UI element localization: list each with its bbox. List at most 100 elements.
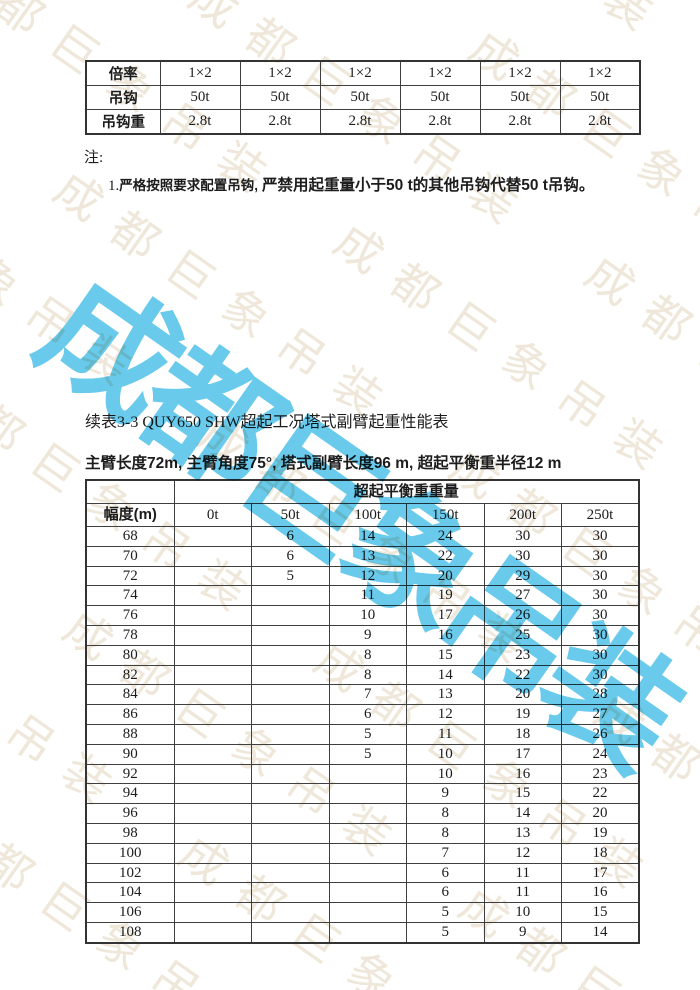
value-cell: 1×2 — [239, 60, 321, 86]
value-cell: 50t — [319, 85, 401, 110]
value-cell — [251, 664, 330, 686]
value-cell — [251, 803, 330, 824]
value-cell — [328, 902, 407, 923]
value-cell — [173, 526, 252, 547]
value-cell — [251, 684, 330, 706]
header-row-span: 超起平衡重重量 — [85, 479, 640, 504]
performance-table-row: 72 5 12 20 29 30 — [85, 565, 640, 587]
value-cell: 6 — [406, 882, 485, 904]
value-cell: 14 — [561, 921, 640, 944]
header-row-cols: 幅度(m) 0t 50t 100t 150t 200t 250t — [85, 503, 640, 527]
value-cell: 30 — [561, 565, 640, 587]
row-label-cell: 94 — [85, 783, 175, 805]
value-cell — [328, 862, 407, 884]
value-cell: 9 — [328, 624, 407, 646]
value-cell — [173, 684, 252, 706]
value-cell: 30 — [561, 526, 640, 547]
value-cell — [251, 862, 330, 884]
value-cell — [173, 664, 252, 686]
value-cell: 2.8t — [479, 109, 561, 135]
value-cell: 29 — [483, 565, 562, 587]
value-cell — [328, 783, 407, 805]
value-cell: 8 — [406, 822, 485, 844]
performance-table-row: 82 8 14 22 30 — [85, 664, 640, 686]
value-cell — [251, 921, 330, 944]
value-cell: 50t — [159, 85, 241, 110]
empty-corner-cell — [85, 479, 175, 504]
value-cell: 18 — [561, 842, 640, 864]
row-label-cell: 98 — [85, 822, 175, 844]
value-cell — [173, 783, 252, 805]
value-cell: 11 — [406, 723, 485, 745]
value-cell: 9 — [483, 921, 562, 944]
value-cell — [173, 585, 252, 607]
value-cell: 16 — [483, 763, 562, 785]
value-cell: 6 — [406, 862, 485, 884]
row-label-cell: 88 — [85, 723, 175, 745]
row-label-cell: 倍率 — [85, 60, 161, 86]
value-cell: 30 — [561, 585, 640, 607]
value-cell: 7 — [328, 684, 407, 706]
row-label-cell: 72 — [85, 565, 175, 587]
value-cell: 27 — [483, 585, 562, 607]
value-cell: 23 — [561, 763, 640, 785]
value-cell — [173, 545, 252, 567]
value-cell: 5 — [328, 723, 407, 745]
value-cell — [173, 704, 252, 725]
value-cell: 1×2 — [159, 60, 241, 86]
value-cell — [251, 882, 330, 904]
value-cell: 17 — [483, 743, 562, 765]
row-label-cell: 106 — [85, 902, 175, 923]
value-cell: 26 — [483, 605, 562, 626]
value-cell: 5 — [406, 902, 485, 923]
value-cell — [173, 565, 252, 587]
hook-table-row: 吊钩重 2.8t 2.8t 2.8t 2.8t 2.8t 2.8t — [85, 109, 641, 135]
value-cell — [251, 704, 330, 725]
counterweight-span-header: 超起平衡重重量 — [173, 479, 640, 504]
value-cell: 30 — [561, 545, 640, 567]
value-cell: 8 — [328, 644, 407, 666]
value-cell: 24 — [561, 743, 640, 765]
value-cell: 15 — [561, 902, 640, 923]
value-cell: 13 — [483, 822, 562, 844]
value-cell: 20 — [406, 565, 485, 587]
performance-table-row: 106 5 10 15 — [85, 902, 640, 923]
value-cell: 30 — [561, 664, 640, 686]
value-cell: 8 — [328, 664, 407, 686]
value-cell: 2.8t — [319, 109, 401, 135]
value-cell: 23 — [483, 644, 562, 666]
performance-table-row: 96 8 14 20 — [85, 803, 640, 824]
value-cell: 14 — [406, 664, 485, 686]
col-header-50t: 50t — [251, 503, 330, 527]
value-cell: 25 — [483, 624, 562, 646]
value-cell: 17 — [406, 605, 485, 626]
value-cell: 10 — [483, 902, 562, 923]
performance-table-row: 80 8 15 23 30 — [85, 644, 640, 666]
value-cell — [173, 624, 252, 646]
row-label-cell: 吊钩 — [85, 85, 161, 110]
value-cell: 14 — [483, 803, 562, 824]
value-cell — [251, 624, 330, 646]
value-cell: 16 — [406, 624, 485, 646]
value-cell — [173, 723, 252, 745]
performance-table-row: 74 11 19 27 30 — [85, 585, 640, 607]
value-cell: 30 — [483, 545, 562, 567]
row-label-cell: 70 — [85, 545, 175, 567]
value-cell — [251, 585, 330, 607]
value-cell — [173, 921, 252, 944]
value-cell — [328, 763, 407, 785]
value-cell: 19 — [561, 822, 640, 844]
value-cell: 10 — [406, 763, 485, 785]
value-cell — [173, 842, 252, 864]
value-cell — [173, 644, 252, 666]
value-cell — [173, 822, 252, 844]
note-clause-1: 严格按照要求配置吊钩, — [119, 178, 259, 193]
col-header-0t: 0t — [173, 503, 252, 527]
value-cell: 11 — [328, 585, 407, 607]
value-cell: 22 — [406, 545, 485, 567]
value-cell: 6 — [251, 526, 330, 547]
row-label-cell: 84 — [85, 684, 175, 706]
value-cell: 12 — [483, 842, 562, 864]
row-label-cell: 78 — [85, 624, 175, 646]
row-label-cell: 102 — [85, 862, 175, 884]
